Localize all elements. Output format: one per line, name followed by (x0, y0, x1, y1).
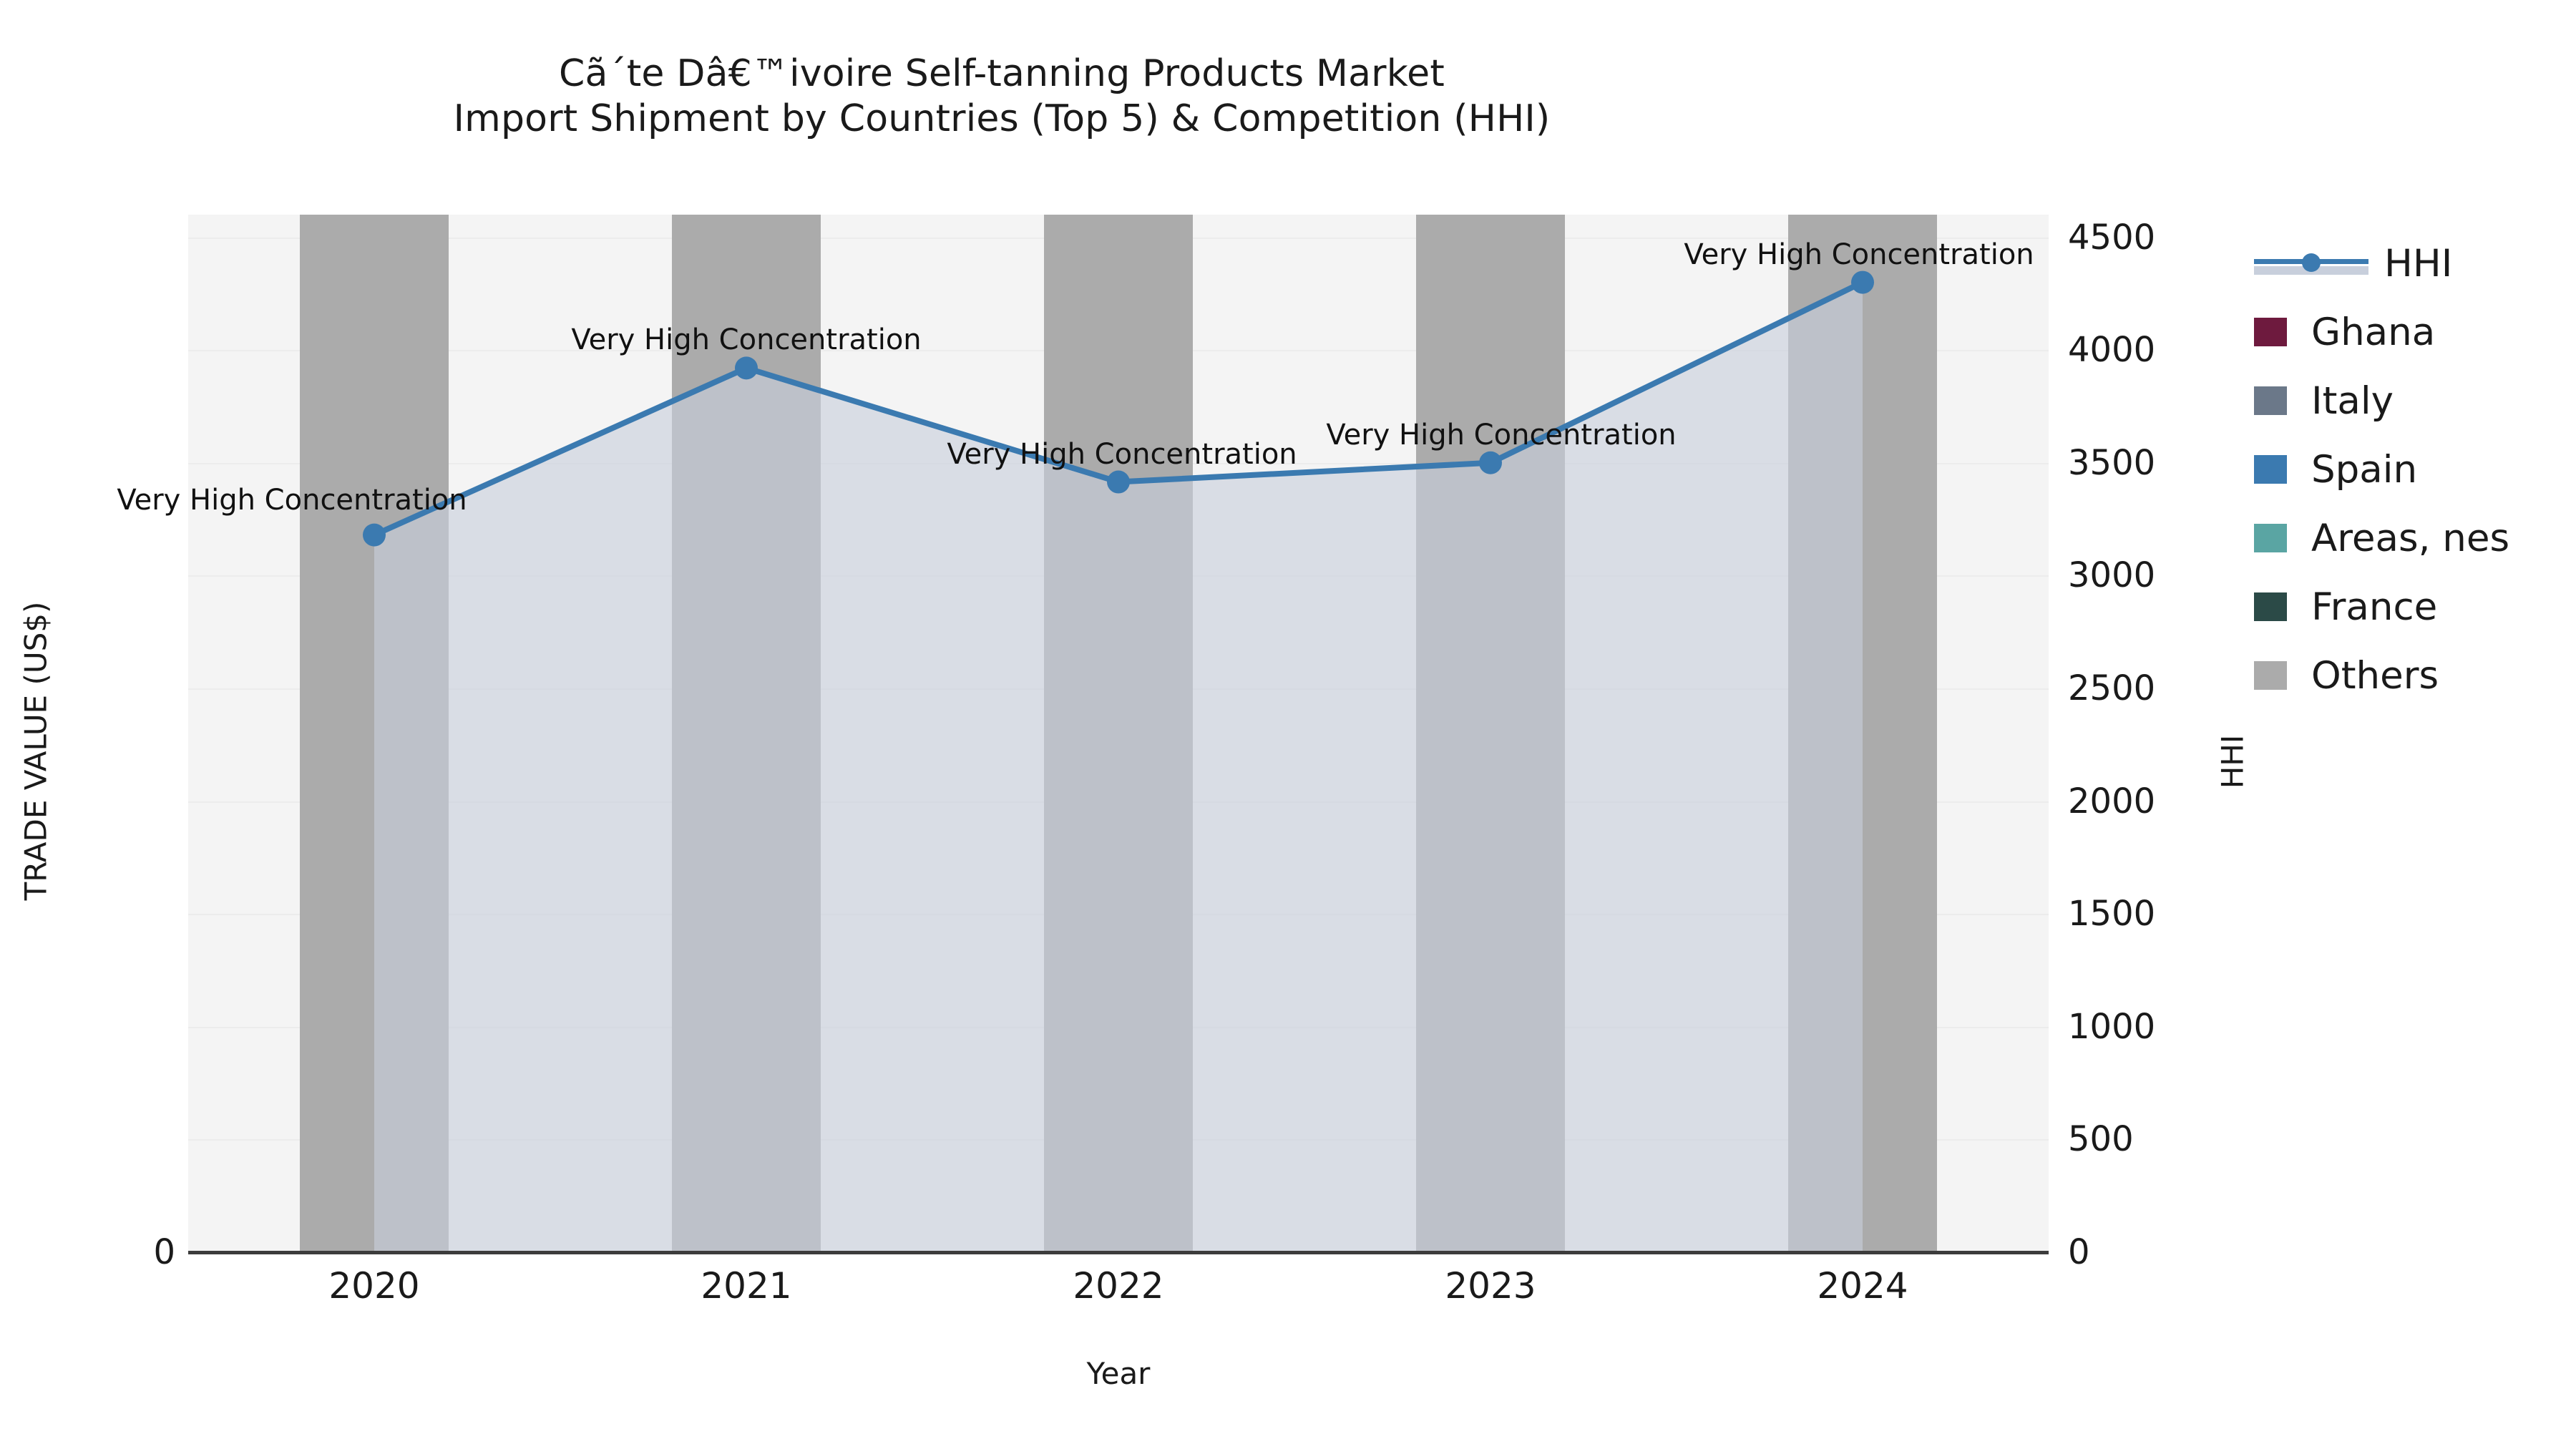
y-axis-left-label: TRADE VALUE (US$) (18, 601, 54, 901)
legend-color-swatch (2254, 318, 2287, 346)
y-axis-right-tick-label: 1000 (2068, 1006, 2156, 1047)
y-axis-left-tick-label: 0 (153, 1232, 175, 1272)
legend-item-label: Italy (2311, 379, 2394, 423)
x-axis-tick-label: 2021 (701, 1265, 792, 1307)
legend-item-label: France (2311, 585, 2438, 629)
hhi-point-annotation: Very High Concentration (1326, 418, 1677, 452)
y-axis-right-tick-label: 2500 (2068, 668, 2156, 708)
legend-item[interactable]: Italy (2254, 366, 2509, 435)
x-axis-spine (188, 1251, 2049, 1254)
legend-item-label: Spain (2311, 447, 2418, 492)
y-axis-right-tick-label: 500 (2068, 1119, 2134, 1160)
legend-item[interactable]: Others (2254, 641, 2509, 710)
hhi-point-annotation: Very High Concentration (1684, 238, 2034, 271)
legend-item-label: HHI (2384, 241, 2453, 286)
y-axis-right-tick-label: 0 (2068, 1232, 2090, 1272)
legend-color-swatch (2254, 455, 2287, 484)
legend-color-swatch (2254, 661, 2287, 690)
legend-color-swatch (2254, 592, 2287, 621)
x-axis-tick-label: 2022 (1073, 1265, 1164, 1307)
y-axis-right-tick-label: 2000 (2068, 781, 2156, 821)
y-axis-left-ticks: 02M4M6M8M10M (0, 0, 175, 1449)
hhi-marker[interactable] (1851, 270, 1874, 294)
hhi-marker[interactable] (1479, 451, 1502, 474)
legend-item-label: Ghana (2311, 310, 2436, 354)
x-axis-tick-label: 2023 (1445, 1265, 1536, 1307)
hhi-line-overlay (363, 270, 1874, 1252)
y-axis-right-ticks: 0 500 1000 1500 2000 2500 3000 3500 4000 4500 (2068, 0, 2283, 1449)
x-axis-tick-label: 2020 (328, 1265, 420, 1307)
hhi-marker[interactable] (363, 523, 386, 547)
x-axis-label: Year (1086, 1356, 1151, 1391)
y-axis-right-tick-label: 3500 (2068, 442, 2156, 483)
hhi-point-annotation: Very High Concentration (117, 483, 467, 517)
legend-item[interactable]: Spain (2254, 435, 2509, 504)
legend-item[interactable]: Ghana (2254, 298, 2509, 366)
legend-color-swatch (2254, 524, 2287, 552)
legend-line-swatch (2254, 249, 2368, 278)
plot-area (188, 215, 2049, 1252)
legend-item[interactable]: HHI (2254, 229, 2509, 298)
y-axis-right-tick-label: 1500 (2068, 894, 2156, 935)
hhi-marker[interactable] (735, 356, 758, 380)
legend-item-label: Areas, nes (2311, 516, 2510, 560)
legend-color-swatch (2254, 386, 2287, 415)
y-axis-right-tick-label: 4000 (2068, 330, 2156, 371)
chart-title-line-2: Import Shipment by Countries (Top 5) & C… (453, 97, 1551, 141)
legend-item[interactable]: Areas, nes (2254, 504, 2509, 572)
hhi-marker[interactable] (1107, 470, 1130, 494)
hhi-area-fill (374, 282, 1863, 1252)
legend-marker-dot (2302, 253, 2321, 272)
y-axis-right-tick-label: 3000 (2068, 555, 2156, 596)
hhi-point-annotation: Very High Concentration (947, 437, 1297, 471)
y-axis-right-label: HHI (2215, 734, 2250, 789)
y-axis-right-tick-label: 4500 (2068, 217, 2156, 258)
hhi-point-annotation: Very High Concentration (571, 323, 922, 357)
legend-item-label: Others (2311, 653, 2439, 698)
chart-title-line-1: Cã´te Dâ€™ivoire Self-tanning Products M… (559, 52, 1445, 95)
legend-item[interactable]: France (2254, 572, 2509, 641)
x-axis-tick-label: 2024 (1817, 1265, 1908, 1307)
chart-title: Cã´te Dâ€™ivoire Self-tanning Products M… (0, 52, 2004, 142)
legend: HHI Ghana Italy Spain Areas, nes France Others (2254, 229, 2509, 710)
